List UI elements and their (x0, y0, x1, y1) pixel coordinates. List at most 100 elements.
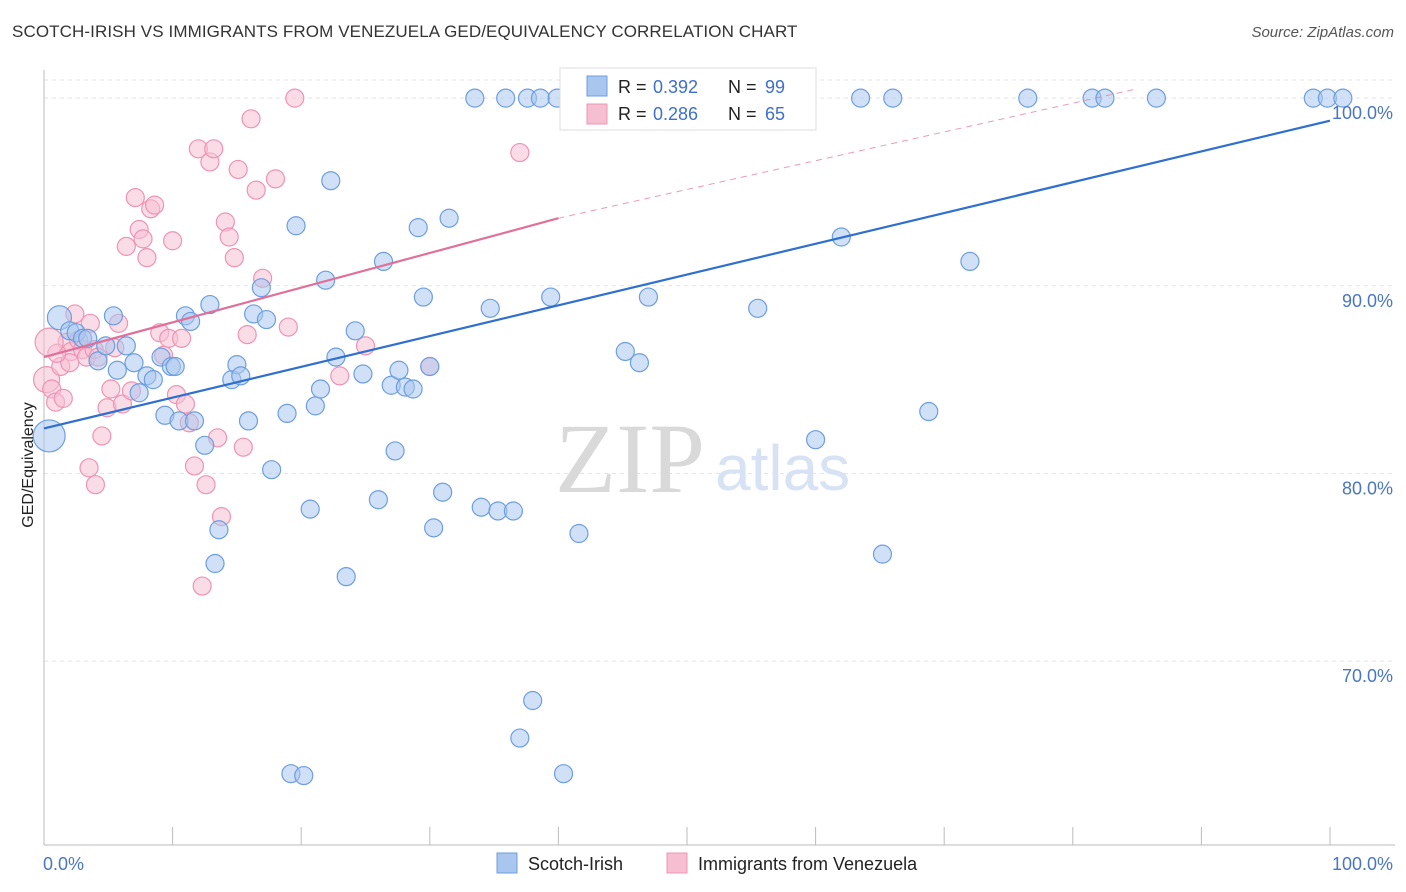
venezuela-point-34 (175, 394, 196, 414)
scotch-irish-point-80 (638, 287, 659, 307)
scotch-irish-point-41 (310, 379, 331, 399)
scotch-irish-point-39 (300, 499, 320, 519)
y-axis-label: GED/Equivalency (20, 402, 37, 527)
scotch-irish-point-10 (116, 336, 136, 356)
scotch-irish-point-62 (471, 497, 491, 517)
scotch-irish-point-75 (569, 523, 589, 544)
scotch-irish-point-25 (205, 553, 225, 574)
scotch-irish-point-58 (424, 518, 444, 538)
y-tick-label-70: 70.0% (1342, 666, 1393, 686)
venezuela-point-63 (85, 475, 106, 495)
legend-r-value-1: 0.392 (653, 77, 698, 97)
venezuela-point-20 (116, 236, 136, 256)
scotch-irish-point-47 (353, 364, 373, 384)
venezuela-point-27 (144, 195, 165, 215)
legend-r-value-2: 0.286 (653, 104, 698, 124)
venezuela-point-24 (133, 229, 153, 249)
venezuela-point-50 (241, 109, 261, 129)
venezuela-point-53 (265, 169, 286, 189)
venezuela-point-55 (285, 88, 305, 108)
scotch-irish-point-34 (262, 460, 282, 480)
scotch-irish-point-18 (165, 356, 185, 377)
venezuela-point-25 (137, 248, 157, 268)
y-tick-label-90: 90.0% (1342, 291, 1393, 311)
scotch-irish-point-54 (403, 379, 423, 399)
chart-source: Source: ZipAtlas.com (1251, 24, 1394, 41)
scotch-irish-point-94 (1018, 88, 1038, 108)
venezuela-point-49 (237, 324, 257, 345)
scotch-irish-point-93 (960, 251, 980, 272)
scotch-irish-point-33 (256, 309, 277, 330)
scotch-irish-point-60 (439, 208, 459, 228)
venezuela-point-56 (330, 366, 350, 386)
scotch-irish-point-8 (103, 306, 124, 326)
scotch-irish-point-46 (345, 321, 365, 341)
scotch-irish-point-22 (184, 411, 205, 431)
scotch-irish-point-9 (107, 360, 127, 380)
venezuela-point-59 (510, 142, 530, 163)
bottom-legend-swatch-blue (496, 852, 518, 874)
scotch-irish-point-51 (385, 441, 405, 461)
scotch-irish-point-37 (286, 216, 306, 236)
scotch-irish-point-56 (413, 287, 433, 307)
scotch-irish-point-73 (553, 764, 574, 784)
scotch-irish-point-69 (523, 690, 543, 711)
scotch-irish-point-55 (408, 218, 428, 238)
legend-r-label-1: R = (618, 77, 647, 97)
legend-n-value-2: 65 (765, 104, 785, 124)
scotch-irish-points (32, 88, 1353, 786)
scotch-irish-point-57 (420, 356, 440, 377)
legend-n-label-2: N = (728, 104, 757, 124)
scotch-irish-point-26 (209, 520, 229, 540)
venezuela-point-36 (184, 456, 205, 476)
legend-r-label-2: R = (618, 104, 647, 124)
venezuela-point-4 (53, 388, 73, 408)
watermark-atlas: atlas (715, 432, 850, 504)
scotch-irish-point-78 (615, 341, 635, 362)
scotch-irish-point-43 (321, 171, 341, 191)
watermark-zip: ZIP (555, 403, 705, 514)
venezuela-point-22 (125, 188, 145, 208)
stats-legend: R = 0.392 N = 99 R = 0.286 N = 65 (559, 67, 817, 131)
venezuela-trend-line (43, 217, 559, 359)
bottom-legend-scotch-irish: Scotch-Irish (528, 854, 623, 874)
scotch-irish-point-35 (277, 403, 297, 424)
scotch-irish-point-32 (251, 278, 271, 298)
scotch-irish-point-45 (336, 567, 356, 587)
venezuela-point-41 (204, 139, 224, 159)
trend-lines (43, 88, 1331, 430)
venezuela-point-60 (60, 353, 80, 373)
legend-swatch-pink (586, 103, 608, 125)
scotch-irish-point-6 (88, 351, 108, 371)
venezuela-point-14 (92, 426, 112, 446)
scotch-irish-point-24 (200, 294, 220, 315)
scotch-irish-point-61 (465, 88, 485, 108)
chart-title: SCOTCH-IRISH VS IMMIGRANTS FROM VENEZUEL… (12, 22, 798, 41)
scotch-irish-point-52 (389, 360, 409, 380)
venezuela-point-16 (101, 379, 121, 399)
scotch-irish-point-23 (195, 435, 215, 455)
venezuela-point-38 (192, 576, 212, 596)
scotch-irish-point-30 (238, 411, 259, 431)
scotch-irish-point-71 (541, 287, 561, 307)
scotch-irish-point-11 (124, 353, 144, 373)
scotch-irish-point-66 (503, 501, 523, 521)
scotch-irish-point-48 (368, 490, 388, 510)
scotch-irish-point-90 (872, 544, 893, 564)
venezuela-point-54 (278, 317, 298, 337)
venezuela-points (32, 88, 530, 596)
legend-swatch-blue (586, 75, 608, 97)
scotch-irish-point-59 (433, 482, 453, 502)
y-tick-label-80: 80.0% (1342, 478, 1393, 498)
scotch-irish-point-100 (1333, 88, 1353, 108)
y-tick-label-100: 100.0% (1332, 103, 1393, 123)
bottom-legend-venezuela: Immigrants from Venezuela (698, 854, 918, 874)
scotch-irish-point-67 (510, 728, 530, 748)
scotch-irish-point-84 (748, 298, 768, 318)
scotch-irish-point-38 (294, 765, 314, 786)
venezuela-point-48 (233, 437, 253, 457)
scotch-irish-point-87 (805, 430, 826, 450)
venezuela-point-45 (219, 227, 239, 247)
scotch-irish-point-14 (143, 370, 163, 390)
